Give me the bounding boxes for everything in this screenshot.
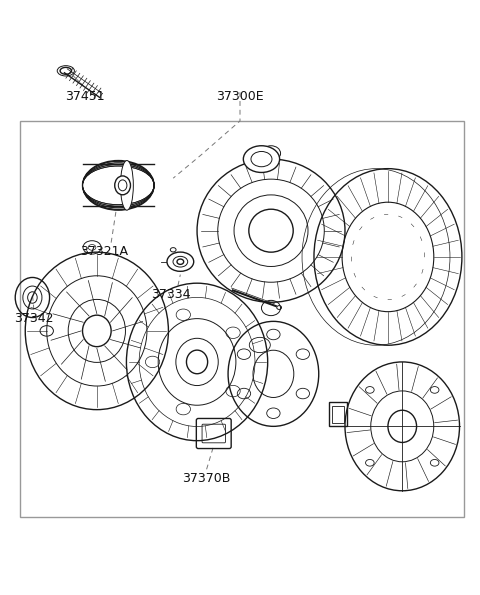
- Text: 37342: 37342: [14, 312, 54, 325]
- Ellipse shape: [243, 146, 280, 173]
- Bar: [21, 121, 464, 517]
- Text: 37334: 37334: [151, 288, 191, 301]
- Text: 37451: 37451: [65, 90, 105, 103]
- Text: 37300E: 37300E: [216, 90, 264, 103]
- Ellipse shape: [120, 161, 133, 210]
- Text: 37370B: 37370B: [182, 472, 231, 485]
- Ellipse shape: [167, 252, 194, 271]
- Ellipse shape: [115, 176, 131, 195]
- Text: 37321A: 37321A: [80, 245, 128, 258]
